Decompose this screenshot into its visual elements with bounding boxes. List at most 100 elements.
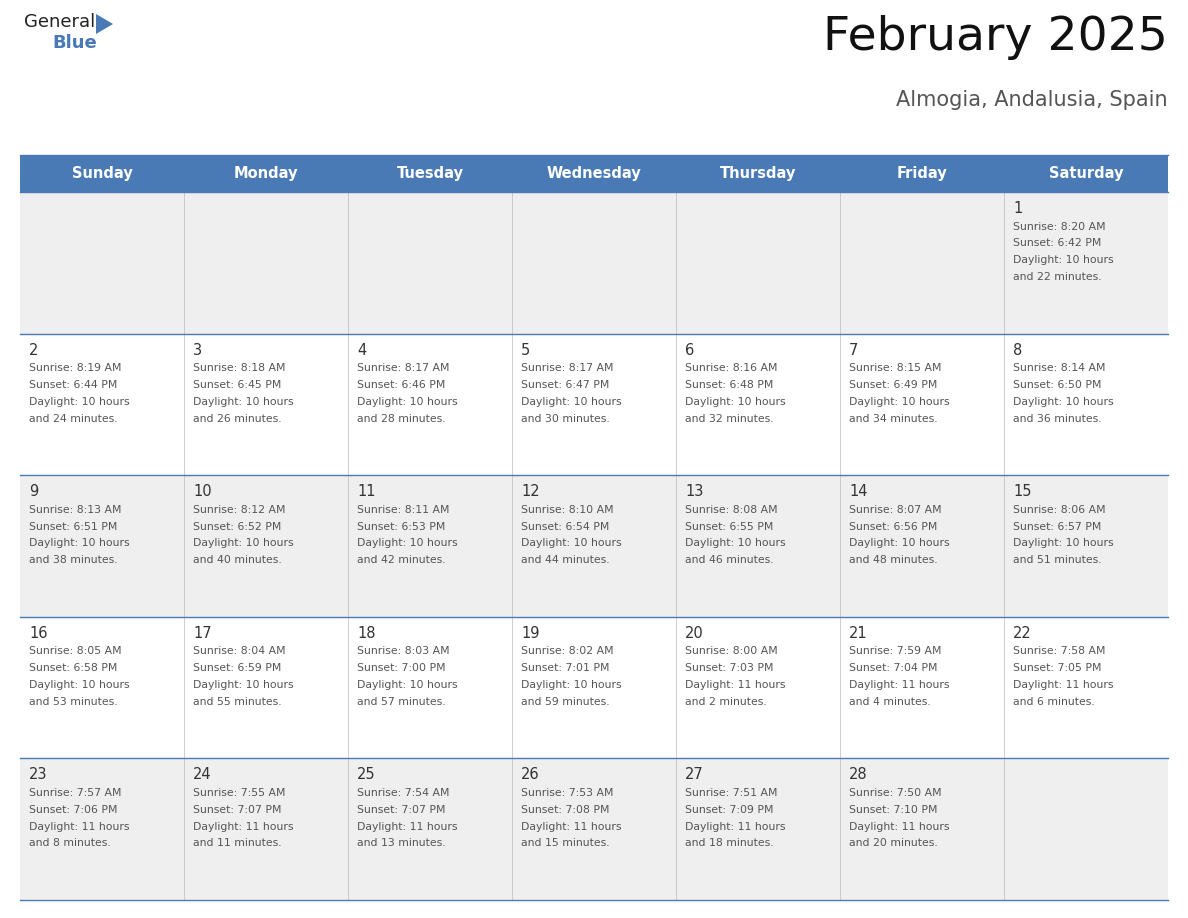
Text: and 57 minutes.: and 57 minutes. [358, 697, 446, 707]
Text: Sunrise: 8:10 AM: Sunrise: 8:10 AM [522, 505, 614, 515]
Text: Blue: Blue [52, 34, 96, 52]
Text: Sunset: 6:56 PM: Sunset: 6:56 PM [849, 521, 937, 532]
Text: Daylight: 10 hours: Daylight: 10 hours [685, 538, 785, 548]
Text: Thursday: Thursday [720, 166, 796, 181]
Text: 7: 7 [849, 342, 859, 358]
Text: Daylight: 11 hours: Daylight: 11 hours [192, 822, 293, 832]
Text: Wednesday: Wednesday [546, 166, 642, 181]
Text: Daylight: 11 hours: Daylight: 11 hours [849, 822, 949, 832]
Text: and 2 minutes.: and 2 minutes. [685, 697, 766, 707]
Text: General: General [24, 13, 95, 31]
Text: and 6 minutes.: and 6 minutes. [1013, 697, 1095, 707]
Text: Sunset: 6:46 PM: Sunset: 6:46 PM [358, 380, 446, 390]
Text: Sunset: 6:52 PM: Sunset: 6:52 PM [192, 521, 282, 532]
Text: Daylight: 10 hours: Daylight: 10 hours [1013, 255, 1113, 265]
Text: and 30 minutes.: and 30 minutes. [522, 413, 609, 423]
Text: Sunset: 6:47 PM: Sunset: 6:47 PM [522, 380, 609, 390]
Text: Sunset: 7:10 PM: Sunset: 7:10 PM [849, 805, 937, 814]
Text: Sunset: 7:05 PM: Sunset: 7:05 PM [1013, 663, 1101, 673]
Text: Sunset: 7:00 PM: Sunset: 7:00 PM [358, 663, 446, 673]
Text: 18: 18 [358, 626, 375, 641]
Bar [20, 333, 1168, 476]
Text: Daylight: 10 hours: Daylight: 10 hours [29, 680, 129, 690]
Text: Sunset: 6:58 PM: Sunset: 6:58 PM [29, 663, 118, 673]
Text: Sunrise: 7:55 AM: Sunrise: 7:55 AM [192, 788, 285, 798]
Bar [20, 476, 1168, 617]
Text: Sunrise: 7:58 AM: Sunrise: 7:58 AM [1013, 646, 1106, 656]
Text: Daylight: 11 hours: Daylight: 11 hours [685, 680, 785, 690]
Text: Daylight: 10 hours: Daylight: 10 hours [29, 397, 129, 407]
Text: and 20 minutes.: and 20 minutes. [849, 838, 937, 848]
Bar [20, 758, 1168, 900]
Text: Sunset: 6:59 PM: Sunset: 6:59 PM [192, 663, 282, 673]
Text: and 22 minutes.: and 22 minutes. [1013, 272, 1101, 282]
Text: and 11 minutes.: and 11 minutes. [192, 838, 282, 848]
Text: Sunrise: 8:06 AM: Sunrise: 8:06 AM [1013, 505, 1106, 515]
Text: Sunset: 7:09 PM: Sunset: 7:09 PM [685, 805, 773, 814]
Text: Friday: Friday [897, 166, 947, 181]
Text: Sunset: 7:03 PM: Sunset: 7:03 PM [685, 663, 773, 673]
Text: and 48 minutes.: and 48 minutes. [849, 555, 937, 565]
Text: 22: 22 [1013, 626, 1031, 641]
Text: Daylight: 10 hours: Daylight: 10 hours [192, 538, 293, 548]
Text: Sunset: 6:55 PM: Sunset: 6:55 PM [685, 521, 773, 532]
Text: February 2025: February 2025 [823, 15, 1168, 60]
Text: Daylight: 11 hours: Daylight: 11 hours [685, 822, 785, 832]
Text: Sunrise: 8:12 AM: Sunrise: 8:12 AM [192, 505, 285, 515]
Bar [20, 617, 1168, 758]
Text: 11: 11 [358, 484, 375, 499]
Text: Daylight: 10 hours: Daylight: 10 hours [1013, 397, 1113, 407]
Text: Sunset: 6:44 PM: Sunset: 6:44 PM [29, 380, 118, 390]
Text: Sunrise: 7:50 AM: Sunrise: 7:50 AM [849, 788, 942, 798]
Text: 1: 1 [1013, 201, 1022, 216]
Text: Sunrise: 8:17 AM: Sunrise: 8:17 AM [522, 364, 613, 373]
Text: Sunset: 7:01 PM: Sunset: 7:01 PM [522, 663, 609, 673]
Text: Sunday: Sunday [71, 166, 132, 181]
Text: 9: 9 [29, 484, 38, 499]
Text: and 38 minutes.: and 38 minutes. [29, 555, 118, 565]
Text: and 46 minutes.: and 46 minutes. [685, 555, 773, 565]
Text: Sunset: 6:49 PM: Sunset: 6:49 PM [849, 380, 937, 390]
Text: Sunrise: 8:14 AM: Sunrise: 8:14 AM [1013, 364, 1106, 373]
Text: 25: 25 [358, 767, 375, 782]
Text: Sunrise: 8:16 AM: Sunrise: 8:16 AM [685, 364, 777, 373]
Text: 5: 5 [522, 342, 530, 358]
Text: Sunrise: 8:03 AM: Sunrise: 8:03 AM [358, 646, 449, 656]
Text: Sunrise: 8:05 AM: Sunrise: 8:05 AM [29, 646, 121, 656]
Text: 26: 26 [522, 767, 539, 782]
Bar [20, 192, 1168, 333]
Text: and 44 minutes.: and 44 minutes. [522, 555, 609, 565]
Text: Sunrise: 8:17 AM: Sunrise: 8:17 AM [358, 364, 449, 373]
Text: Sunset: 7:07 PM: Sunset: 7:07 PM [192, 805, 282, 814]
Text: Sunset: 6:42 PM: Sunset: 6:42 PM [1013, 239, 1101, 248]
Text: Sunset: 6:45 PM: Sunset: 6:45 PM [192, 380, 282, 390]
Text: Daylight: 11 hours: Daylight: 11 hours [358, 822, 457, 832]
Text: 17: 17 [192, 626, 211, 641]
Text: Sunrise: 8:20 AM: Sunrise: 8:20 AM [1013, 221, 1106, 231]
Text: Sunset: 7:08 PM: Sunset: 7:08 PM [522, 805, 609, 814]
Text: Daylight: 11 hours: Daylight: 11 hours [29, 822, 129, 832]
Text: Sunset: 7:07 PM: Sunset: 7:07 PM [358, 805, 446, 814]
Text: 23: 23 [29, 767, 48, 782]
Text: and 24 minutes.: and 24 minutes. [29, 413, 118, 423]
Text: 8: 8 [1013, 342, 1022, 358]
Text: 2: 2 [29, 342, 38, 358]
Text: and 13 minutes.: and 13 minutes. [358, 838, 446, 848]
Text: and 42 minutes.: and 42 minutes. [358, 555, 446, 565]
Polygon shape [96, 14, 113, 34]
Text: Daylight: 10 hours: Daylight: 10 hours [685, 397, 785, 407]
Text: 12: 12 [522, 484, 539, 499]
Text: Daylight: 10 hours: Daylight: 10 hours [192, 680, 293, 690]
Text: Daylight: 10 hours: Daylight: 10 hours [192, 397, 293, 407]
Text: Sunrise: 7:54 AM: Sunrise: 7:54 AM [358, 788, 449, 798]
Text: Sunset: 7:04 PM: Sunset: 7:04 PM [849, 663, 937, 673]
Text: Sunrise: 8:00 AM: Sunrise: 8:00 AM [685, 646, 778, 656]
Text: and 8 minutes.: and 8 minutes. [29, 838, 110, 848]
Text: Sunrise: 7:57 AM: Sunrise: 7:57 AM [29, 788, 121, 798]
Text: Sunrise: 7:59 AM: Sunrise: 7:59 AM [849, 646, 942, 656]
Text: and 36 minutes.: and 36 minutes. [1013, 413, 1101, 423]
Text: Sunrise: 8:02 AM: Sunrise: 8:02 AM [522, 646, 614, 656]
Text: Daylight: 10 hours: Daylight: 10 hours [1013, 538, 1113, 548]
Text: Daylight: 11 hours: Daylight: 11 hours [1013, 680, 1113, 690]
Text: Daylight: 10 hours: Daylight: 10 hours [358, 538, 457, 548]
